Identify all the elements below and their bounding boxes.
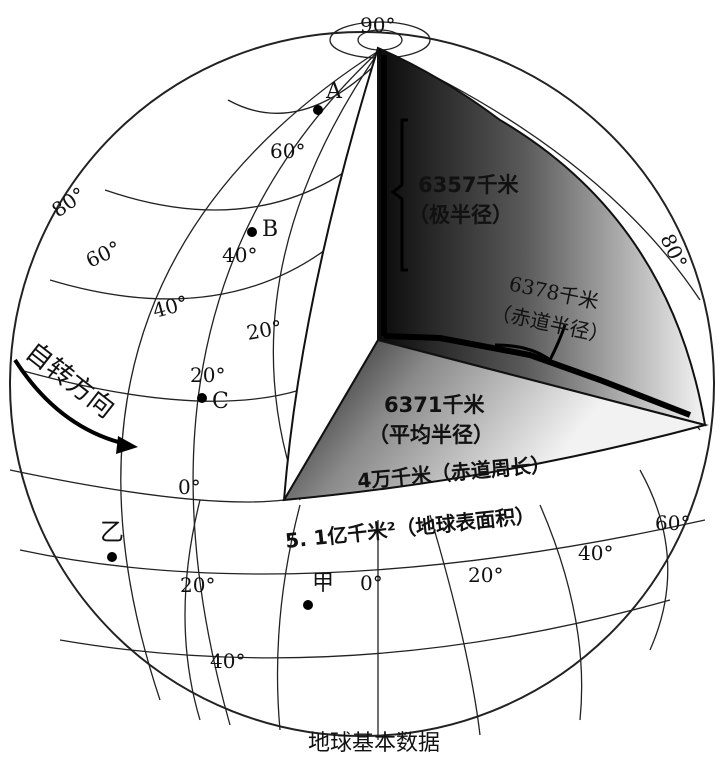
cut-front-wall: [283, 47, 379, 501]
equatorial-radius-line: [383, 333, 692, 418]
lat-40-label: 40°: [222, 243, 257, 267]
lat-20-label: 20°: [190, 363, 225, 387]
polar-radius-value: 6357千米: [418, 173, 519, 197]
lon-e40-label: 40°: [578, 541, 613, 565]
point-c-label: C: [212, 389, 229, 414]
cut-floor: [282, 338, 709, 502]
points: [107, 105, 323, 610]
point-b-label: B: [262, 217, 278, 242]
lon-e0-label: 0°: [360, 571, 383, 595]
lon-e20-label: 20°: [468, 563, 503, 587]
lat-40s-label: 40°: [210, 649, 245, 673]
lon-e60-label: 60°: [655, 511, 690, 535]
lat-60-label: 60°: [270, 139, 305, 163]
polar-radius-brace: [390, 118, 408, 272]
cut-back-wall: [377, 46, 707, 427]
rotation-arrow-head: [116, 436, 138, 454]
lat-20s-label: 20°: [180, 573, 215, 597]
polar-radius-note: （极半径）: [408, 203, 513, 227]
point-a-label: A: [325, 79, 343, 104]
pole-label: 90°: [360, 13, 395, 37]
caption: 地球基本数据: [308, 731, 440, 756]
equator-label: 0°: [178, 475, 201, 499]
rotation-arrow: [13, 358, 131, 447]
point-jia-label: 甲: [312, 571, 334, 596]
mean-radius-note: （平均半径）: [368, 423, 494, 447]
equatorial-radius-brace: [494, 324, 567, 363]
mean-radius-value: 6371千米: [384, 393, 485, 417]
point-yi-label: 乙: [100, 518, 124, 546]
